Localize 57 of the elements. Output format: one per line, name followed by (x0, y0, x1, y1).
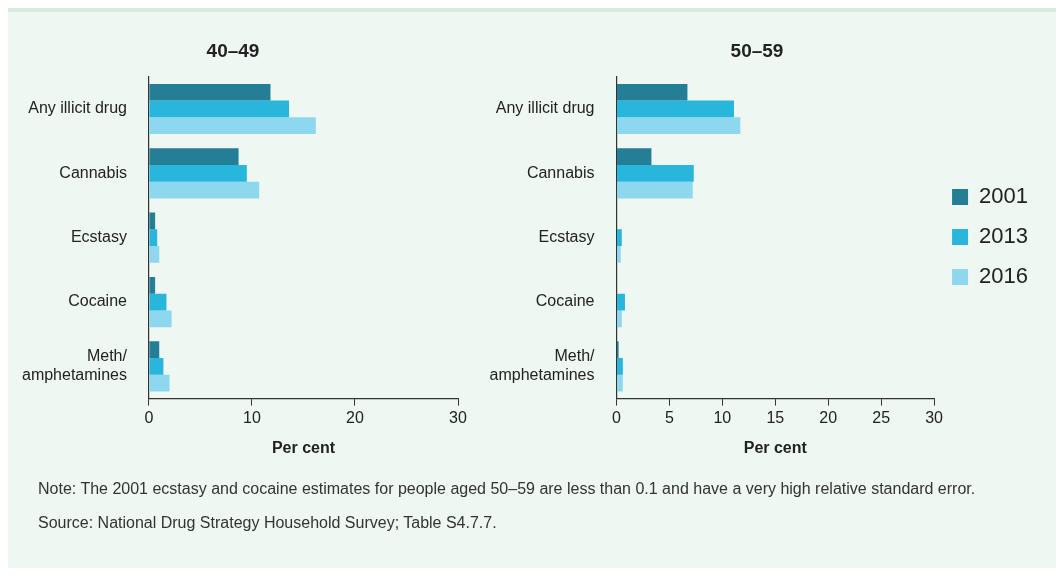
bar (617, 100, 734, 118)
x-tick-label: 0 (144, 408, 154, 426)
y-tick-label: Cannabis (526, 163, 595, 181)
y-tick-label: Meth/amphetamines (489, 347, 596, 384)
bar (617, 164, 694, 182)
bar (149, 310, 172, 328)
legend-label: 2001 (979, 183, 1029, 209)
x-tick-label: 0 (612, 408, 622, 426)
bar (149, 246, 160, 263)
bar (149, 83, 271, 101)
bar (149, 212, 156, 230)
chart-title: 40–49 (206, 39, 260, 61)
bar (617, 310, 622, 328)
bar (149, 374, 170, 392)
x-tick-label: 10 (243, 408, 261, 426)
bar (617, 246, 621, 263)
x-axis-title: Per cent (743, 438, 808, 456)
bar (617, 117, 741, 135)
x-tick-label: 5 (664, 408, 674, 426)
y-tick-label: Meth/amphetamines (21, 347, 128, 384)
bar (617, 148, 652, 165)
bar (149, 100, 290, 118)
y-tick-label: Ecstasy (538, 228, 595, 246)
source-note: Source: National Drug Strategy Household Survey; Table S4.7.7. (38, 513, 498, 533)
text: Note: The 2001 ecstasy and cocaine estimates for people aged 50–59 are less than 0.1 and have a very high relative standard error. (38, 479, 977, 499)
bar (149, 181, 260, 199)
x-tick-label: 10 (713, 408, 732, 426)
y-tick-label: Ecstasy (70, 228, 127, 246)
bar (617, 181, 693, 199)
x-axis-title: Per cent (271, 438, 336, 456)
legend-label: 2016 (979, 263, 1029, 289)
bar (149, 117, 316, 135)
bar (149, 229, 158, 247)
bar (149, 341, 160, 359)
bar (617, 374, 623, 392)
x-tick-label: 20 (346, 408, 364, 426)
bar (617, 358, 623, 375)
legend-label: 2013 (979, 223, 1029, 249)
bar (617, 229, 622, 247)
x-tick-label: 30 (449, 408, 467, 426)
x-tick-label: 20 (819, 408, 838, 426)
y-tick-label: Cocaine (68, 292, 128, 310)
bar (149, 293, 167, 311)
bar (149, 148, 239, 165)
bar (149, 276, 156, 294)
y-tick-label: Any illicit drug (28, 99, 127, 117)
y-tick-label: Any illicit drug (495, 99, 595, 117)
bar (149, 164, 247, 182)
y-tick-label: Cocaine (535, 292, 595, 310)
bar (617, 83, 688, 101)
chart-title: 50–59 (730, 39, 784, 61)
x-tick-label: 25 (872, 408, 891, 426)
bar (149, 358, 164, 375)
y-tick-label: Cannabis (59, 163, 127, 181)
x-tick-label: 15 (766, 408, 785, 426)
bar (617, 293, 625, 311)
x-tick-label: 30 (925, 408, 944, 426)
